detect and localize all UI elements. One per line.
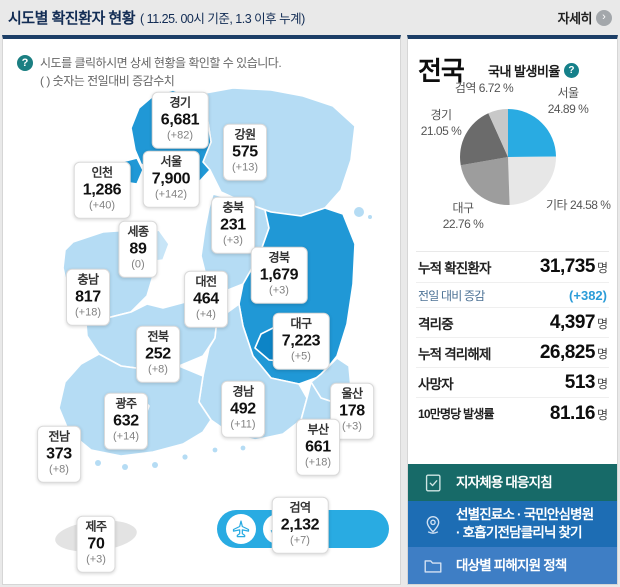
island-south3 <box>95 460 101 466</box>
pie-slice-seoul <box>508 109 556 157</box>
more-label: 자세히 <box>557 11 593 26</box>
pie-slice-daegu <box>460 157 510 205</box>
page-header: 시도별 확진환자 현황 ( 11.25. 00시 기준, 1.3 이후 누계) … <box>0 0 620 35</box>
label-seoul[interactable]: 서울 7,900 (+142) <box>142 150 200 208</box>
national-title: 전국 <box>418 56 465 86</box>
label-daejeon[interactable]: 대전 464 (+4) <box>184 270 228 328</box>
map-panel: ? 시도를 클릭하시면 상세 현황을 확인할 수 있습니다. ( ) 숫자는 전… <box>2 35 401 585</box>
label-daegu[interactable]: 대구 7,223 (+5) <box>272 312 330 370</box>
label-gyeonggi[interactable]: 경기 6,681 (+82) <box>151 91 209 149</box>
stat-row-confirmed: 누적 확진환자 31,735 명 <box>416 252 609 283</box>
label-jeonnam[interactable]: 전남 373 (+8) <box>37 425 81 483</box>
domestic-ratio-pie <box>460 109 556 205</box>
label-ulsan[interactable]: 울산 178 (+3) <box>330 382 374 440</box>
folder-icon <box>421 555 445 577</box>
island-ulleungdo <box>354 207 364 217</box>
label-jeonbuk[interactable]: 전북 252 (+8) <box>136 325 180 383</box>
stat-row-incidence: 10만명당 발생률 81.16 명 <box>418 402 608 424</box>
more-link[interactable]: 자세히 › <box>558 0 612 35</box>
ratio-label: 국내 발생비율 <box>488 64 560 79</box>
label-gwangju[interactable]: 광주 632 (+14) <box>104 392 148 450</box>
national-panel: 전국 국내 발생비율 ? 검역 6.72 % 서울 24.89 % 경기 21.… <box>407 35 618 585</box>
label-incheon[interactable]: 인천 1,286 (+40) <box>73 161 131 219</box>
label-busan[interactable]: 부산 661 (+18) <box>296 418 340 476</box>
notice-line2: ( ) 숫자는 전일대비 증감수치 <box>40 74 175 89</box>
help-icon[interactable]: ? <box>17 55 33 71</box>
map-notice: ? 시도를 클릭하시면 상세 현황을 확인할 수 있습니다. ( ) 숫자는 전… <box>17 55 282 90</box>
island-south4 <box>122 464 128 470</box>
page-subtitle: ( 11.25. 00시 기준, 1.3 이후 누계) <box>140 12 305 26</box>
label-gyeongnam[interactable]: 경남 492 (+11) <box>221 380 265 438</box>
help-icon[interactable]: ? <box>563 63 579 78</box>
label-gyeongbuk[interactable]: 경북 1,679 (+3) <box>250 246 308 304</box>
label-jeju[interactable]: 제주 70 (+3) <box>76 515 116 573</box>
map-pin-icon <box>421 513 445 535</box>
page-title: 시도별 확진환자 현황 <box>8 10 136 27</box>
label-sejong[interactable]: 세종 89 (0) <box>118 220 158 278</box>
chevron-right-icon: › <box>596 9 612 26</box>
island-dokdo <box>368 215 372 219</box>
local-gov-guideline-button[interactable]: 지자체용 대응지침 <box>408 464 617 501</box>
pie-slice-gyeonggi <box>460 113 508 166</box>
airplane-icon <box>226 514 256 544</box>
label-chungnam[interactable]: 충남 817 (+18) <box>66 268 110 326</box>
stat-row-released: 누적 격리해제 26,825 명 <box>416 338 609 368</box>
label-gangwon[interactable]: 강원 575 (+13) <box>223 123 267 181</box>
label-quarantine[interactable]: 검역 2,132 (+7) <box>271 496 329 554</box>
national-stats: 누적 확진환자 31,735 명 전일 대비 증감 (+382) 격리중 4,39… <box>416 251 609 429</box>
pie-slice-etc <box>508 156 556 205</box>
pie-slice-quarantine <box>488 109 508 157</box>
damage-support-policy-button[interactable]: 대상별 피해지원 정책 <box>408 547 617 584</box>
screening-clinic-finder-button[interactable]: 선별진료소 · 국민안심병원 · 호흡기전담클리닉 찾기 <box>408 501 617 547</box>
island-south8 <box>240 445 246 451</box>
stat-row-daily-change: 전일 대비 증감 (+382) <box>416 283 609 308</box>
pie-label-daegu: 대구 22.76 % <box>442 200 484 231</box>
pie-label-quarantine: 검역 6.72 % <box>454 80 514 95</box>
label-chungbuk[interactable]: 충북 231 (+3) <box>211 196 255 254</box>
island-south7 <box>212 447 218 453</box>
notice-line1: 시도를 클릭하시면 상세 현황을 확인할 수 있습니다. <box>40 56 282 70</box>
pie-label-etc: 기타 24.58 % <box>546 198 611 212</box>
action-buttons: 지자체용 대응지침 선별진료소 · 국민안심병원 · 호흡기전담클리닉 찾기 <box>408 464 617 584</box>
stat-row-isolated: 격리중 4,397 명 <box>416 308 609 338</box>
island-south6 <box>182 454 188 460</box>
island-south5 <box>152 462 158 468</box>
stat-row-deaths: 사망자 513 명 <box>416 368 609 398</box>
pie-label-seoul: 서울 24.89 % <box>547 85 589 116</box>
pie-label-gyeonggi: 경기 21.05 % <box>420 107 462 138</box>
clipboard-check-icon <box>421 472 445 494</box>
